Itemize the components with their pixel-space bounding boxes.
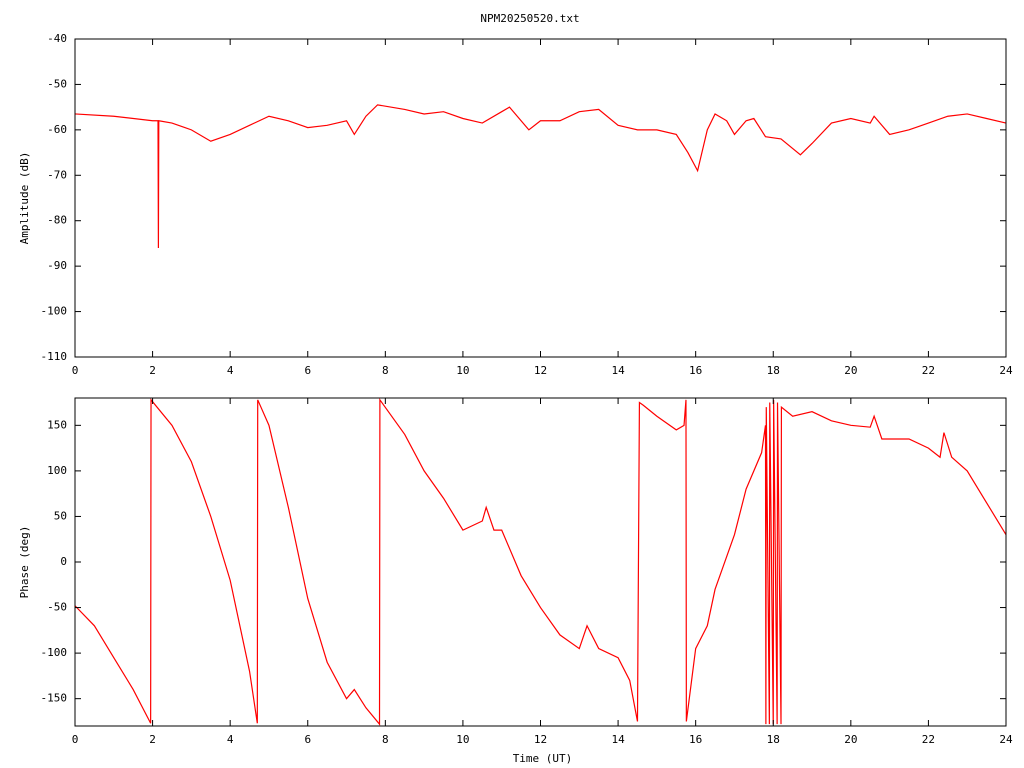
- plot-frame: [74, 397, 1007, 727]
- x-tick-label: 22: [922, 733, 935, 746]
- x-tick-label: 14: [611, 733, 625, 746]
- x-tick-label: 20: [844, 364, 857, 377]
- x-tick-label: 0: [72, 733, 79, 746]
- x-tick-label: 0: [72, 364, 79, 377]
- chart-title: NPM20250520.txt: [480, 12, 579, 25]
- y-tick-label: 150: [47, 418, 67, 431]
- data-line: [74, 104, 1007, 248]
- x-tick-label: 8: [382, 733, 389, 746]
- y-tick-label: 100: [47, 464, 67, 477]
- x-axis-label: Time (UT): [513, 752, 573, 765]
- x-tick-label: 20: [844, 733, 857, 746]
- y-tick-label: -100: [41, 646, 68, 659]
- y-tick-label: -40: [47, 32, 67, 45]
- y-tick-label: -50: [47, 77, 67, 90]
- x-tick-label: 8: [382, 364, 389, 377]
- x-tick-label: 24: [999, 364, 1013, 377]
- x-tick-label: 4: [227, 364, 234, 377]
- x-tick-label: 2: [149, 364, 156, 377]
- data-line: [74, 397, 1007, 726]
- x-tick-label: 16: [689, 733, 702, 746]
- x-tick-label: 14: [611, 364, 625, 377]
- y-axis-label: Amplitude (dB): [18, 152, 31, 245]
- x-tick-label: 12: [534, 364, 547, 377]
- y-tick-label: -150: [41, 692, 68, 705]
- y-tick-label: 50: [54, 509, 67, 522]
- x-tick-label: 18: [767, 364, 780, 377]
- x-tick-label: 10: [456, 733, 469, 746]
- x-tick-label: 12: [534, 733, 547, 746]
- x-tick-label: 4: [227, 733, 234, 746]
- x-tick-label: 24: [999, 733, 1013, 746]
- x-tick-label: 6: [304, 364, 311, 377]
- x-tick-label: 16: [689, 364, 702, 377]
- y-tick-label: -80: [47, 214, 67, 227]
- y-tick-label: -60: [47, 123, 67, 136]
- x-tick-label: 6: [304, 733, 311, 746]
- y-tick-label: -110: [41, 350, 68, 363]
- x-tick-label: 22: [922, 364, 935, 377]
- y-tick-label: 0: [60, 555, 67, 568]
- y-tick-label: -90: [47, 259, 67, 272]
- x-tick-label: 2: [149, 733, 156, 746]
- y-axis-label: Phase (deg): [18, 526, 31, 599]
- y-tick-label: -70: [47, 168, 67, 181]
- y-tick-label: -100: [41, 305, 68, 318]
- y-tick-label: -50: [47, 601, 67, 614]
- x-tick-label: 18: [767, 733, 780, 746]
- x-tick-label: 10: [456, 364, 469, 377]
- plot-frame: [74, 38, 1007, 358]
